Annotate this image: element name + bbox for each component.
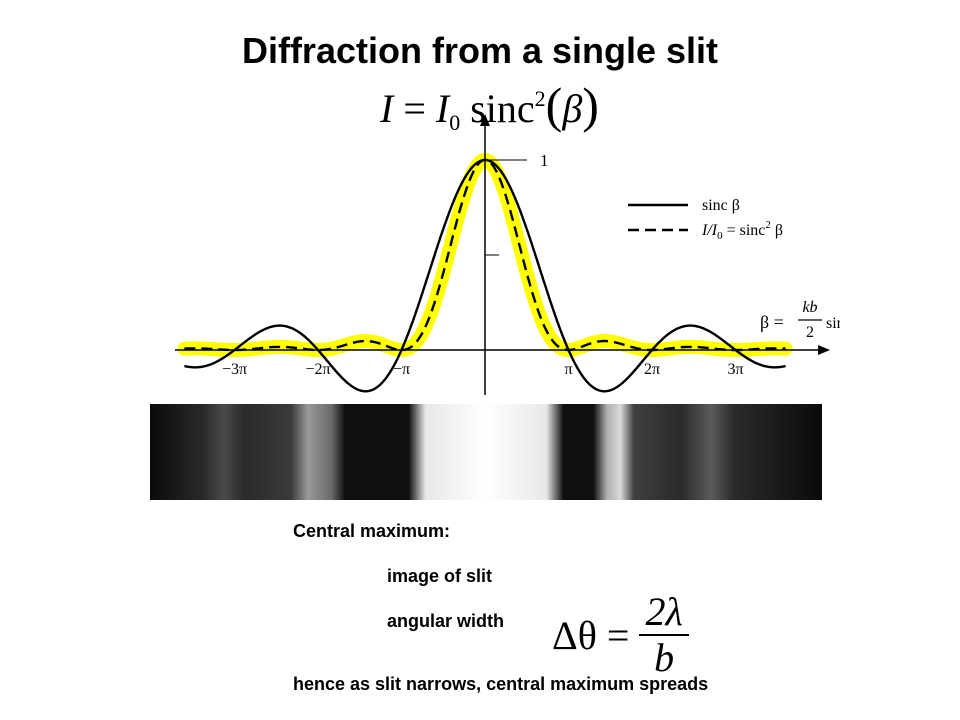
legend-dashed-label: I/I0 = sinc2 β <box>701 219 783 242</box>
y-tick-label-1: 1 <box>540 151 549 170</box>
x-tick-label: 2π <box>644 361 660 378</box>
note-conclusion: hence as slit narrows, central maximum s… <box>293 674 709 694</box>
legend-solid-label: sinc β <box>702 197 740 214</box>
sinc-plot: 1 −3π −2π −π π 2π 3π sinc β I/I0 = sinc2 β β =… <box>175 114 840 395</box>
formula-rparen: ) <box>582 77 599 133</box>
x-tick-label: 3π <box>727 361 743 378</box>
formula-eq: = <box>393 86 436 131</box>
strip-body <box>150 404 822 500</box>
formula-sub0: 0 <box>449 110 461 135</box>
diffraction-pattern-photo <box>150 404 822 500</box>
x-tick-label: −3π <box>222 361 247 378</box>
formula-sup2: 2 <box>534 86 546 111</box>
width-den: b <box>654 635 675 680</box>
formula-lparen: ( <box>545 77 563 133</box>
beta-def-num: kb <box>802 299 817 316</box>
x-tick-label: −π <box>393 361 410 378</box>
width-bar <box>639 634 689 636</box>
series-sinc-squared <box>184 158 786 352</box>
angular-width-formula: Δθ = 2λ b <box>552 590 689 680</box>
note-central-max: Central maximum: <box>293 521 451 541</box>
note-angular-width: angular width <box>387 611 504 631</box>
note-image: image of slit <box>387 566 493 586</box>
width-delta: Δθ <box>552 612 597 658</box>
formula-I0: I <box>435 86 450 131</box>
beta-def-rhs: sin θ <box>826 315 840 332</box>
plot-layer: 1 −3π −2π −π π 2π 3π <box>175 114 830 395</box>
formula-I: I <box>380 86 394 131</box>
formula-beta: β <box>562 86 583 131</box>
width-num: 2λ <box>645 589 683 634</box>
x-tick-label: −2π <box>305 361 330 378</box>
beta-def-lhs: β = <box>760 312 784 332</box>
width-fraction: 2λ b <box>639 589 689 680</box>
beta-def-den: 2 <box>806 324 814 341</box>
formula-sinc: sinc <box>460 86 535 131</box>
width-eq: = <box>606 612 630 658</box>
intensity-formula: I = I0 sinc2(β) <box>380 76 599 136</box>
x-tick-label: π <box>564 361 572 378</box>
x-axis-arrow <box>818 345 830 355</box>
slide-title: Diffraction from a single slit <box>241 30 719 71</box>
y-axis-arrow <box>480 114 490 126</box>
